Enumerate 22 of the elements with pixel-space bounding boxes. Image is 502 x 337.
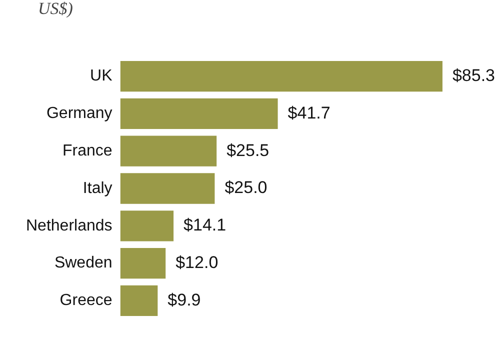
- bar: [120, 98, 278, 130]
- bar: [120, 60, 442, 92]
- data-label: $41.7: [288, 103, 330, 122]
- chart-title: US$): [38, 0, 73, 18]
- data-label: $12.0: [176, 252, 218, 272]
- data-label: $25.5: [226, 140, 270, 160]
- data-label: $14.1: [184, 216, 226, 235]
- y-tick-label: Italy: [82, 180, 112, 197]
- bar: [120, 285, 158, 316]
- data-label: $85.3: [452, 66, 496, 85]
- y-tick-label: Netherlands: [26, 217, 112, 234]
- bar: [120, 248, 166, 279]
- data-label: $25.0: [224, 178, 268, 198]
- bar: [120, 173, 215, 204]
- data-label: $9.9: [168, 290, 201, 310]
- y-tick-label: Sweden: [54, 254, 112, 272]
- bar: [120, 210, 174, 242]
- y-tick-label: France: [62, 142, 112, 160]
- bar: [120, 136, 217, 166]
- y-tick-label: Greece: [60, 292, 112, 310]
- y-tick-label: Germany: [46, 105, 112, 122]
- y-tick-label: UK: [90, 68, 113, 85]
